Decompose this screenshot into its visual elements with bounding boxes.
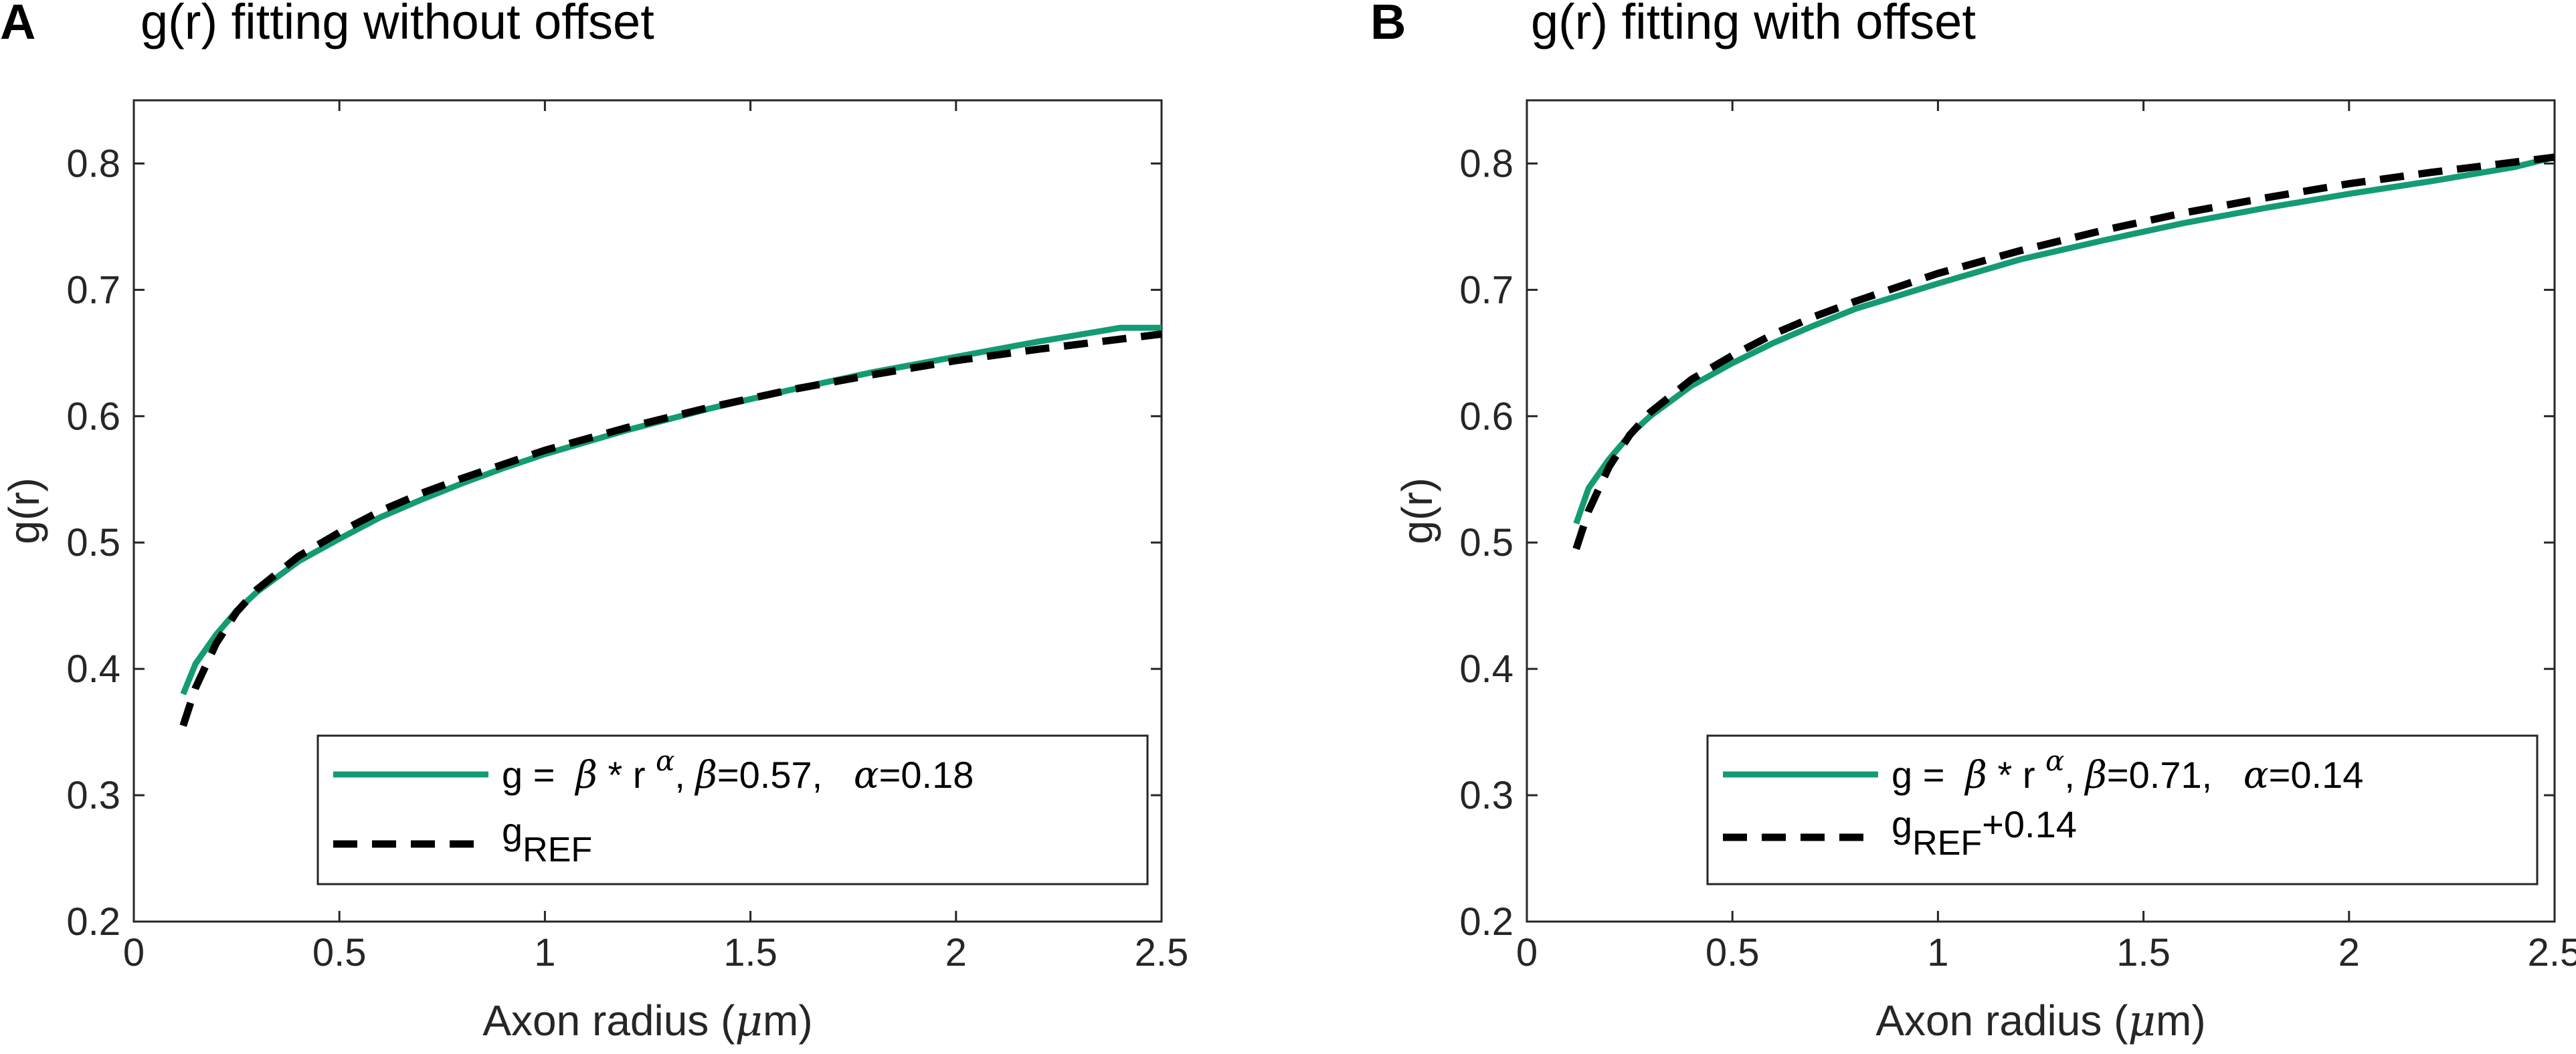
y-tick-label: 0.4 xyxy=(66,647,120,691)
y-tick-label: 0.8 xyxy=(66,142,120,185)
chart-title-b: g(r) fitting with offset xyxy=(1531,0,1976,49)
axis-ticks-b: 0 0.5 1 1.5 2 2.5 0.2 0.3 0.4 0.5 0.6 0.7 0.8 xyxy=(1459,100,2576,974)
y-tick-label: 0.7 xyxy=(1459,268,1513,312)
curves-b xyxy=(1572,153,2556,550)
y-tick-label: 0.6 xyxy=(66,395,120,438)
legend-label-ref-b: gREF+0.14 xyxy=(1892,803,2077,863)
x-tick-label: 0 xyxy=(123,931,145,974)
legend-label-ref-a: gREF xyxy=(502,810,592,869)
y-tick-label: 0.6 xyxy=(1459,395,1513,438)
x-tick-label: 1 xyxy=(1927,931,1948,974)
x-tick-label: 2.5 xyxy=(2528,931,2576,974)
x-tick-label: 0.5 xyxy=(312,931,367,974)
panel-b: B g(r) fitting with offset 0 0.5 1 1.5 2 2.50… xyxy=(1370,0,2576,1046)
y-axis-label-b: g(r) xyxy=(1393,478,1441,544)
y-tick-label: 0.5 xyxy=(66,521,120,564)
panel-a: A g(r) fitting without offset 0 0.5 1 1.5 2 2… xyxy=(0,0,1188,1046)
y-tick-label: 0.3 xyxy=(66,774,120,817)
panel-label-b: B xyxy=(1370,0,1406,49)
curves-a xyxy=(179,324,1162,727)
y-tick-label: 0.4 xyxy=(1459,647,1513,691)
y-tick-label: 0.5 xyxy=(1459,521,1513,564)
x-tick-label: 2.5 xyxy=(1135,931,1189,974)
y-tick-label: 0.2 xyxy=(1459,900,1513,944)
y-tick-label: 0.2 xyxy=(66,900,120,944)
legend-label-fit-a: g = β * r α, β=0.57, α=0.18 xyxy=(502,744,974,797)
x-tick-label: 2 xyxy=(945,931,967,974)
y-tick-label: 0.8 xyxy=(1459,142,1513,185)
legend-label-fit-b: g = β * r α, β=0.71, α=0.14 xyxy=(1892,744,2363,797)
series-line-ref xyxy=(1572,153,2555,550)
x-tick-label: 0.5 xyxy=(1706,931,1760,974)
y-tick-label: 0.3 xyxy=(1459,774,1513,817)
x-tick-label: 0 xyxy=(1516,931,1538,974)
legend-b: g = β * r α, β=0.71, α=0.14 gREF+0.14 xyxy=(1706,734,2539,885)
x-tick-label: 1.5 xyxy=(723,931,777,974)
series-line-ref xyxy=(179,330,1162,727)
panel-label-a: A xyxy=(0,0,35,49)
x-tick-label: 1.5 xyxy=(2116,931,2171,974)
legend-a: g = β * r α, β=0.57, α=0.18 gREF xyxy=(316,734,1149,885)
x-axis-label-a: Axon radius (μm) xyxy=(482,996,812,1046)
y-axis-label-a: g(r) xyxy=(0,478,48,544)
x-tick-label: 2 xyxy=(2338,931,2360,974)
axis-ticks-a: 0 0.5 1 1.5 2 2.5 0.2 0.3 0.4 0.5 0.6 0.7 0.8 xyxy=(66,100,1188,974)
y-tick-label: 0.7 xyxy=(66,268,120,312)
x-tick-label: 1 xyxy=(534,931,555,974)
chart-title-a: g(r) fitting without offset xyxy=(141,0,654,49)
x-axis-label-b: Axon radius (μm) xyxy=(1875,996,2205,1046)
legend-box-a xyxy=(316,734,1149,885)
legend-box-b xyxy=(1706,734,2539,885)
